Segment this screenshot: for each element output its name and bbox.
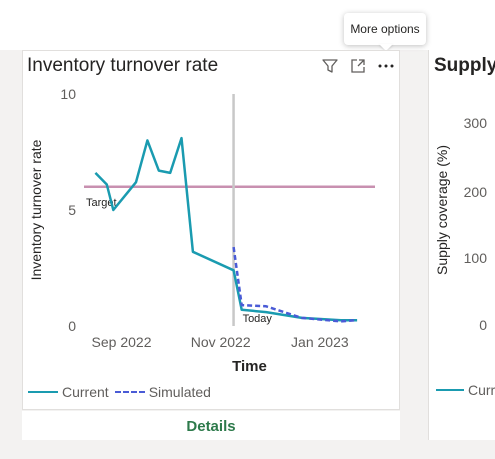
legend-item-simulated[interactable]: Simulated bbox=[114, 384, 211, 400]
chart2-legend: Curr bbox=[436, 382, 495, 398]
x-tick-label: Jan 2023 bbox=[291, 334, 349, 350]
supply-y-tick-label: 200 bbox=[464, 184, 488, 200]
y-tick-label: 0 bbox=[68, 318, 76, 334]
visual2-title: Supply bbox=[434, 55, 495, 76]
legend2-label-current: Curr bbox=[468, 382, 495, 398]
tooltip-arrow bbox=[379, 44, 393, 51]
visual-title: Inventory turnover rate bbox=[27, 55, 219, 76]
supply-y-tick-label: 300 bbox=[464, 115, 488, 131]
series-line-current bbox=[94, 136, 358, 322]
x-tick-label: Sep 2022 bbox=[92, 334, 152, 350]
x-axis-title: Time bbox=[232, 358, 267, 375]
today-label: Today bbox=[243, 313, 273, 325]
x-tick-label: Nov 2022 bbox=[191, 334, 251, 350]
legend-label-current: Current bbox=[62, 384, 109, 400]
visual-card-supply-coverage[interactable] bbox=[428, 50, 495, 440]
more-options-tooltip: More options bbox=[344, 13, 426, 45]
legend-item-current[interactable]: Current bbox=[28, 384, 109, 400]
legend2-swatch-current bbox=[436, 389, 464, 391]
y-axis-title: Inventory turnover rate bbox=[28, 139, 44, 280]
supply-y-tick-label: 0 bbox=[479, 317, 487, 333]
legend-label-simulated: Simulated bbox=[148, 384, 211, 400]
chart-legend: Current Simulated bbox=[28, 382, 217, 402]
y-tick-label: 5 bbox=[68, 202, 76, 218]
focus-mode-icon[interactable] bbox=[349, 57, 367, 75]
inventory-turnover-chart[interactable]: 0 5 10 Sep 2022 Nov 2022 Jan 2023 Time Inventor… bbox=[0, 0, 428, 459]
supply-y-axis-label: Supply coverage (%) bbox=[434, 145, 450, 275]
visual-card-inventory-turnover[interactable] bbox=[22, 50, 400, 410]
legend-swatch-current bbox=[28, 391, 58, 393]
supply-y-tick-label: 100 bbox=[464, 250, 488, 266]
y-tick-label: 10 bbox=[60, 86, 76, 102]
legend-swatch-simulated bbox=[114, 391, 145, 393]
series-line-simulated bbox=[232, 246, 358, 323]
details-button[interactable]: Details bbox=[22, 411, 400, 440]
filter-icon[interactable] bbox=[321, 57, 339, 75]
more-options-icon[interactable] bbox=[377, 57, 395, 75]
target-label: Target bbox=[86, 197, 117, 209]
